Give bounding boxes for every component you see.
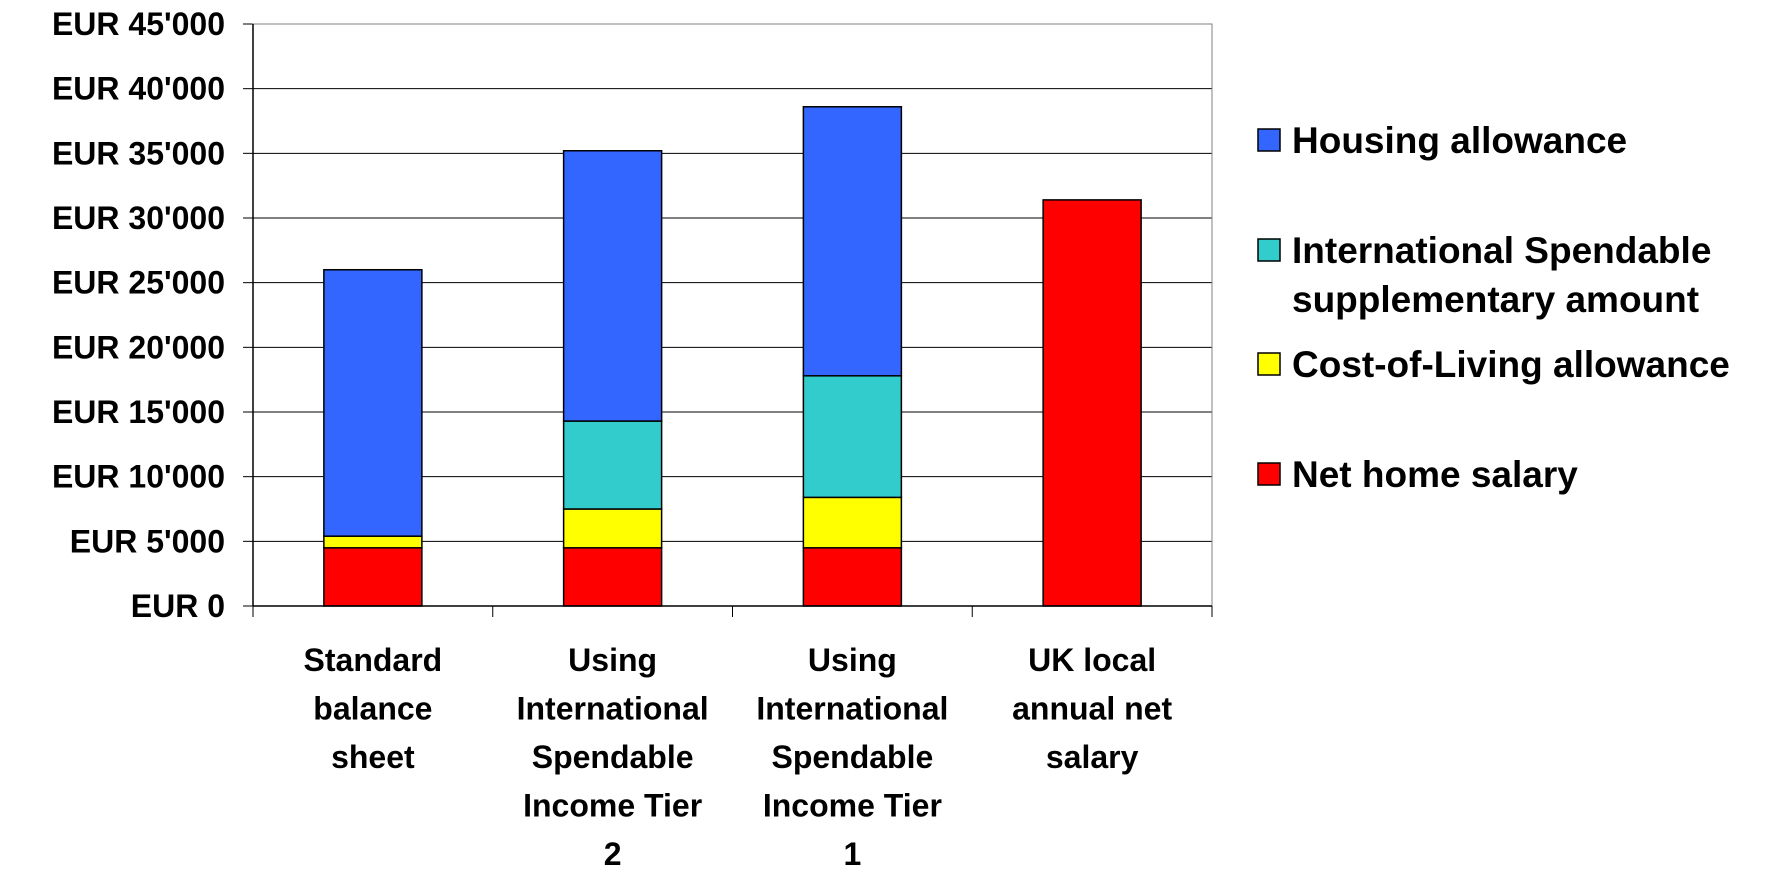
legend-swatch xyxy=(1257,352,1281,376)
bar-segment xyxy=(562,149,663,422)
y-tick-label: EUR 5'000 xyxy=(70,523,225,559)
y-tick-label: EUR 40'000 xyxy=(52,71,225,107)
legend: Housing allowance International Spendable… xyxy=(1257,120,1730,495)
x-category-label: UK local annual net salary xyxy=(1012,642,1172,775)
x-category-label: Using International Spendable Income Tier 2 xyxy=(517,642,709,867)
axes xyxy=(243,23,1213,617)
y-tick-label: EUR 20'000 xyxy=(52,329,225,365)
legend-label: Cost-of-Living allowance xyxy=(1292,344,1730,385)
bar-segment xyxy=(802,547,903,607)
bar-segment xyxy=(802,375,903,499)
bar-segment xyxy=(562,508,663,549)
bar-segment xyxy=(562,547,663,607)
legend-label: Net home salary xyxy=(1292,454,1578,495)
legend-swatch xyxy=(1257,238,1281,262)
y-tick-label: EUR 35'000 xyxy=(52,135,225,171)
bar-segment xyxy=(323,535,423,549)
y-tick-label: EUR 15'000 xyxy=(52,394,225,430)
bar-segment xyxy=(323,547,423,607)
y-tick-label: EUR 25'000 xyxy=(52,265,225,301)
bar-segment xyxy=(1042,199,1142,607)
x-category-label: Standard balance sheet xyxy=(304,642,443,775)
bar-segment xyxy=(323,268,423,537)
y-tick-label: EUR 45'000 xyxy=(52,6,225,42)
bar-segment xyxy=(802,496,903,549)
bar-segment xyxy=(562,420,663,510)
y-tick-label: EUR 10'000 xyxy=(52,459,225,495)
bar-segment xyxy=(802,106,903,377)
x-category-label: Using International Spendable Income Tier 1 xyxy=(756,642,948,867)
bars xyxy=(323,106,1142,607)
y-axis-tick-labels: EUR 0 EUR 5'000 EUR 10'000 EUR 15'000 EUR 20… xyxy=(52,6,225,624)
y-tick-label: EUR 0 xyxy=(131,588,225,624)
legend-swatch xyxy=(1257,128,1281,152)
x-axis-category-labels: Standard balance sheet Using International Sp… xyxy=(304,642,1173,872)
legend-label: Housing allowance xyxy=(1292,120,1627,161)
legend-label: International Spendable supplementary amo… xyxy=(1292,230,1711,320)
y-tick-label: EUR 30'000 xyxy=(52,200,225,236)
legend-swatch xyxy=(1257,462,1281,486)
